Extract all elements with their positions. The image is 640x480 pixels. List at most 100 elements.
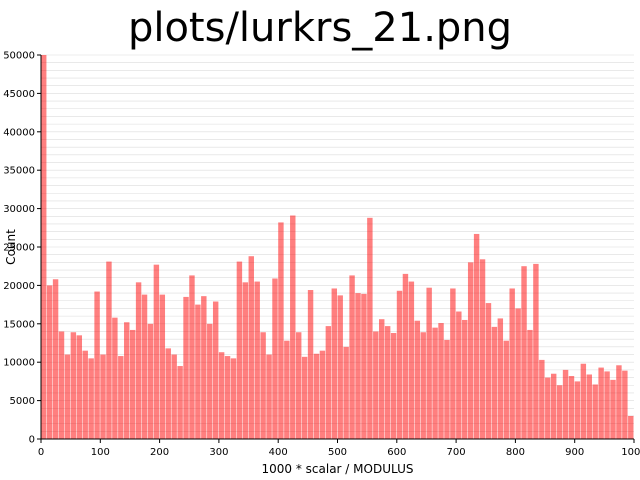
histogram-bar (46, 285, 53, 439)
y-tick-label: 50000 (3, 51, 35, 62)
histogram-bar (545, 377, 551, 439)
histogram-bar (254, 281, 260, 439)
y-tick-label: 25000 (3, 243, 35, 254)
histogram-bar (485, 303, 492, 439)
histogram-bar (592, 384, 598, 439)
x-tick-label: 100 (91, 447, 110, 458)
histogram-bar (580, 363, 587, 439)
x-tick-label: 1000 (621, 447, 640, 458)
histogram-bar (331, 288, 337, 439)
histogram-bar (509, 288, 515, 439)
histogram-bar (420, 332, 426, 439)
histogram-bar (462, 319, 468, 439)
y-tick-label: 40000 (3, 127, 35, 138)
y-tick-label: 45000 (3, 89, 35, 100)
x-tick-label: 200 (150, 447, 169, 458)
histogram-bar (574, 381, 581, 439)
histogram-bar (165, 348, 171, 439)
tick-labels: 0500010000150002000025000300003500040000… (3, 51, 640, 459)
y-axis-label: Count (4, 229, 18, 265)
histogram-bar (201, 296, 207, 439)
histogram-bar (337, 295, 343, 439)
histogram-bar (450, 288, 456, 439)
histogram-bar (260, 332, 266, 439)
histogram-bar (189, 275, 195, 439)
histogram-bar (76, 335, 83, 439)
histogram-bar (456, 311, 462, 439)
histogram-bar (533, 263, 539, 439)
histogram-bar (568, 376, 575, 439)
y-tick-label: 20000 (3, 281, 35, 292)
histogram-bar (355, 293, 361, 439)
y-tick-label: 30000 (3, 204, 35, 215)
histogram-bar (118, 356, 124, 439)
histogram-bar (290, 215, 296, 439)
y-tick-label: 10000 (3, 358, 35, 369)
histogram-bar (242, 282, 249, 439)
histogram-bar (479, 259, 486, 439)
histogram-bar (135, 282, 142, 439)
x-tick-label: 600 (387, 447, 406, 458)
x-tick-label: 300 (209, 447, 228, 458)
histogram-bar (129, 329, 136, 439)
histogram-bar (367, 217, 373, 439)
histogram-bar (539, 359, 545, 439)
x-tick-label: 800 (506, 447, 525, 458)
y-tick-label: 35000 (3, 166, 35, 177)
histogram-bar (521, 266, 527, 439)
histogram-bar (527, 329, 533, 439)
histogram-bar (628, 415, 634, 439)
histogram-bar (278, 222, 284, 439)
histogram-bar (70, 332, 77, 439)
axes (37, 54, 635, 443)
y-tick-label: 0 (29, 435, 35, 446)
x-tick-label: 700 (447, 447, 466, 458)
x-tick-label: 400 (269, 447, 288, 458)
histogram-bar (426, 287, 432, 439)
histogram-bar (230, 358, 237, 439)
histogram-bar (604, 371, 610, 439)
histogram-bar (343, 346, 349, 439)
x-tick-label: 900 (565, 447, 584, 458)
histogram-bar (408, 281, 415, 439)
histogram-bar (195, 304, 201, 439)
histogram-bar (236, 261, 243, 439)
histogram-bar (41, 55, 47, 439)
histogram-bar (272, 278, 278, 439)
y-tick-label: 15000 (3, 319, 35, 330)
histogram-bar (177, 366, 183, 439)
histogram-bar (112, 317, 118, 439)
x-axis-label: 1000 * scalar / MODULUS (262, 462, 414, 476)
histogram-bar (622, 370, 628, 439)
histogram-bar (284, 340, 290, 439)
histogram-bar (100, 354, 106, 439)
histogram-bar (159, 294, 166, 439)
histogram-bar (266, 354, 272, 439)
histogram-bar (147, 323, 154, 439)
histogram-bar (171, 354, 177, 439)
histogram-bar (598, 367, 604, 439)
histogram-bar (414, 320, 421, 439)
histogram-bar (212, 301, 219, 439)
histogram-bar (325, 326, 332, 439)
histogram-bar (349, 275, 355, 439)
histogram-bar (361, 293, 367, 439)
histogram-bar (64, 354, 71, 439)
histogram-bar (556, 385, 563, 439)
histogram-bar (438, 323, 444, 439)
histogram-bar (379, 319, 385, 439)
histogram-bar (301, 356, 308, 439)
chart-title: plots/lurkrs_21.png (127, 5, 513, 51)
histogram-bar (58, 331, 65, 439)
histogram-bar (124, 322, 130, 439)
histogram-bar (390, 333, 397, 439)
x-tick-label: 500 (328, 447, 347, 458)
histogram-bar (515, 308, 521, 439)
histogram-bar (497, 318, 504, 439)
histogram-bar (248, 256, 254, 439)
histogram-bar (373, 331, 379, 439)
histogram-bar (444, 339, 450, 439)
histogram-bar (295, 332, 302, 439)
histogram-bar (432, 327, 438, 439)
